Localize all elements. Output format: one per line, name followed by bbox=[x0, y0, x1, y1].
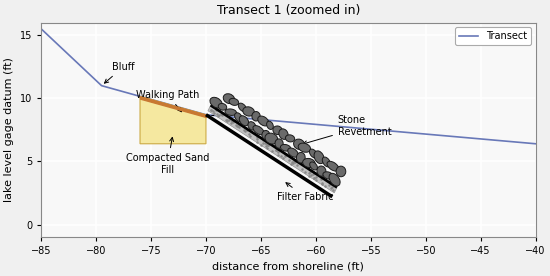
Ellipse shape bbox=[296, 152, 305, 163]
Transect bbox=[98, 84, 105, 87]
Ellipse shape bbox=[210, 97, 222, 108]
Ellipse shape bbox=[267, 121, 273, 129]
Ellipse shape bbox=[243, 107, 255, 116]
Text: Stone
Revetment: Stone Revetment bbox=[303, 115, 392, 145]
Ellipse shape bbox=[323, 172, 333, 179]
Ellipse shape bbox=[223, 94, 235, 104]
Ellipse shape bbox=[235, 113, 242, 121]
Ellipse shape bbox=[218, 104, 227, 110]
Text: Compacted Sand
Fill: Compacted Sand Fill bbox=[126, 137, 209, 175]
Transect bbox=[532, 142, 539, 145]
Ellipse shape bbox=[238, 103, 246, 112]
Ellipse shape bbox=[329, 173, 340, 186]
Ellipse shape bbox=[265, 133, 278, 144]
Text: Bluff: Bluff bbox=[104, 62, 135, 83]
Ellipse shape bbox=[336, 166, 346, 177]
Ellipse shape bbox=[262, 131, 270, 139]
Ellipse shape bbox=[298, 143, 311, 152]
Ellipse shape bbox=[327, 161, 339, 171]
Ellipse shape bbox=[310, 162, 317, 170]
Ellipse shape bbox=[285, 135, 295, 142]
Ellipse shape bbox=[314, 151, 324, 164]
Line: Transect: Transect bbox=[41, 29, 536, 144]
Ellipse shape bbox=[229, 98, 239, 105]
Ellipse shape bbox=[317, 166, 326, 176]
Ellipse shape bbox=[322, 157, 331, 167]
Ellipse shape bbox=[239, 116, 249, 126]
Ellipse shape bbox=[253, 126, 264, 135]
Text: Filter Fabric: Filter Fabric bbox=[277, 183, 333, 202]
X-axis label: distance from shoreline (ft): distance from shoreline (ft) bbox=[212, 262, 364, 272]
Legend: Transect: Transect bbox=[455, 27, 531, 45]
Ellipse shape bbox=[288, 148, 298, 157]
Ellipse shape bbox=[258, 116, 269, 126]
Ellipse shape bbox=[275, 139, 283, 148]
Ellipse shape bbox=[225, 109, 236, 115]
Ellipse shape bbox=[294, 139, 305, 149]
Transect bbox=[202, 113, 209, 116]
Transect bbox=[38, 27, 45, 30]
Title: Transect 1 (zoomed in): Transect 1 (zoomed in) bbox=[217, 4, 360, 17]
Ellipse shape bbox=[273, 126, 282, 135]
Polygon shape bbox=[208, 105, 337, 193]
Ellipse shape bbox=[280, 144, 291, 151]
Ellipse shape bbox=[302, 158, 315, 168]
Text: Walking Path: Walking Path bbox=[136, 89, 199, 112]
Ellipse shape bbox=[252, 112, 260, 121]
Ellipse shape bbox=[248, 122, 256, 130]
Polygon shape bbox=[140, 96, 206, 144]
Ellipse shape bbox=[310, 149, 317, 158]
Y-axis label: lake level gage datum (ft): lake level gage datum (ft) bbox=[4, 57, 14, 202]
Ellipse shape bbox=[279, 129, 288, 139]
